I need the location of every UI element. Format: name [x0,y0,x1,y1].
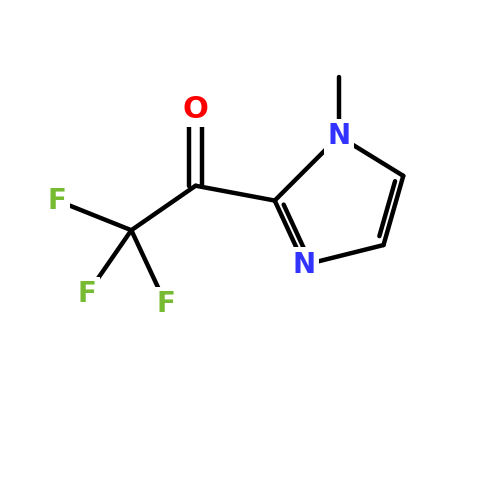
Text: N: N [293,251,316,279]
Text: O: O [182,94,208,124]
Text: N: N [328,122,350,150]
Text: F: F [156,290,176,318]
Text: F: F [78,280,96,308]
Text: F: F [48,186,66,214]
